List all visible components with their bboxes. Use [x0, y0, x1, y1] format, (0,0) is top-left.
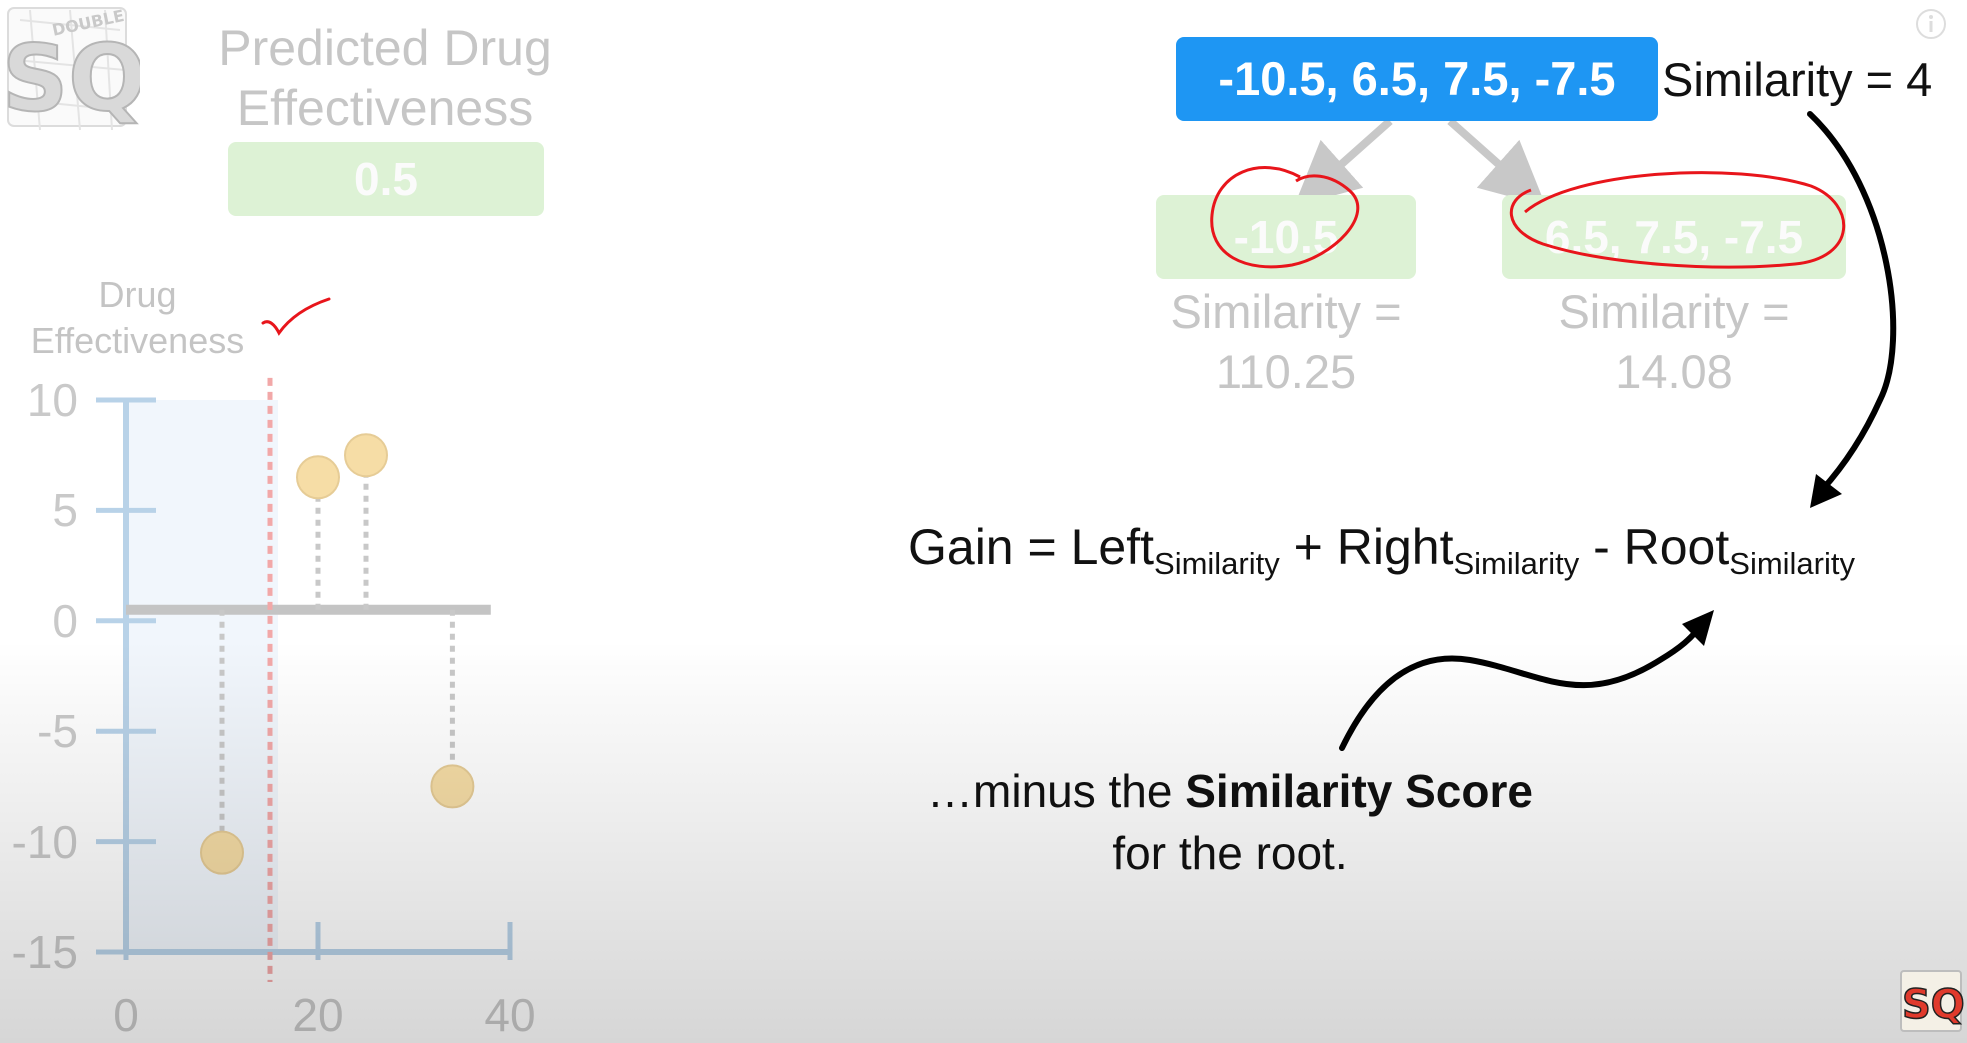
data-point	[430, 764, 475, 809]
gain-right: Right	[1336, 519, 1454, 575]
left-leaf-similarity: Similarity = 110.25	[1136, 282, 1436, 402]
root-similarity: Similarity = 4	[1662, 53, 1933, 106]
info-icon[interactable]	[1913, 6, 1949, 42]
data-point	[200, 830, 244, 875]
predicted-title-line2: Effectiveness	[236, 80, 534, 136]
y-tick-label: 0	[52, 594, 78, 647]
gain-label: Gain	[908, 519, 1014, 575]
right-leaf-circle-annotation	[1509, 171, 1846, 269]
predicted-title-line1: Predicted Drug	[218, 20, 552, 76]
root-node: -10.5, 6.5, 7.5, -7.5	[1176, 37, 1658, 121]
data-point	[344, 433, 388, 478]
y-axis-title-line1: Drug	[98, 274, 177, 315]
branch-right	[1447, 118, 1546, 205]
drug-effectiveness-chart	[96, 377, 513, 982]
x-tick-label: 40	[484, 989, 536, 1041]
y-tick-label: -10	[11, 815, 78, 868]
statquest-corner-logo: SQ!	[1900, 970, 1964, 1032]
y-tick-label: -15	[11, 926, 78, 978]
left-leaf-similarity-line1: Similarity =	[1170, 285, 1402, 338]
y-tick-label: 10	[26, 374, 78, 426]
caption-prefix: …minus the	[927, 765, 1186, 817]
statquest-logo: SQ! DOUBLE	[1, 6, 140, 133]
y-tick-label: -5	[37, 705, 78, 758]
predicted-value-box: 0.5	[228, 142, 544, 216]
arrow-caption-to-root	[1339, 610, 1714, 751]
tree-branches	[1294, 118, 1546, 205]
left-leaf-similarity-line2: 110.25	[1215, 345, 1357, 398]
checkmark-annotation	[261, 297, 331, 336]
y-axis-title: Drug Effectiveness	[10, 272, 265, 364]
caption-line2: for the root.	[1112, 827, 1348, 879]
gain-left-sub: Similarity	[1154, 545, 1280, 581]
x-tick-label: 0	[113, 989, 139, 1041]
right-leaf-similarity-line1: Similarity =	[1558, 285, 1790, 338]
data-point	[296, 455, 340, 500]
gain-formula: Gain = LeftSimilarity + RightSimilarity …	[908, 518, 1855, 582]
svg-text:SQ!: SQ!	[2, 25, 140, 132]
x-tick-label: 20	[292, 989, 344, 1041]
gain-root-sub: Similarity	[1729, 545, 1855, 581]
svg-text:SQ!: SQ!	[1902, 982, 1964, 1028]
caption: …minus the Similarity Score for the root…	[880, 760, 1580, 884]
gain-left: Left	[1070, 519, 1155, 575]
caption-line1: …minus the Similarity Score	[880, 760, 1580, 822]
y-axis-title-line2: Effectiveness	[30, 320, 245, 361]
gain-right-sub: Similarity	[1453, 545, 1580, 581]
gain-plus: +	[1279, 519, 1337, 575]
branch-left	[1294, 118, 1393, 205]
right-leaf-similarity: Similarity = 14.08	[1524, 282, 1824, 402]
arrow-root-to-formula	[1807, 111, 1897, 508]
left-leaf-circle-annotation	[1210, 166, 1360, 269]
y-tick-label: 5	[52, 484, 78, 537]
right-leaf-similarity-line2: 14.08	[1615, 345, 1733, 398]
left-region-shade	[126, 400, 278, 952]
caption-bold: Similarity Score	[1185, 765, 1533, 817]
predicted-title: Predicted Drug Effectiveness	[195, 18, 575, 138]
gain-minus: -	[1579, 519, 1624, 575]
gain-root: Root	[1623, 519, 1730, 575]
gain-equals: =	[1013, 519, 1071, 575]
